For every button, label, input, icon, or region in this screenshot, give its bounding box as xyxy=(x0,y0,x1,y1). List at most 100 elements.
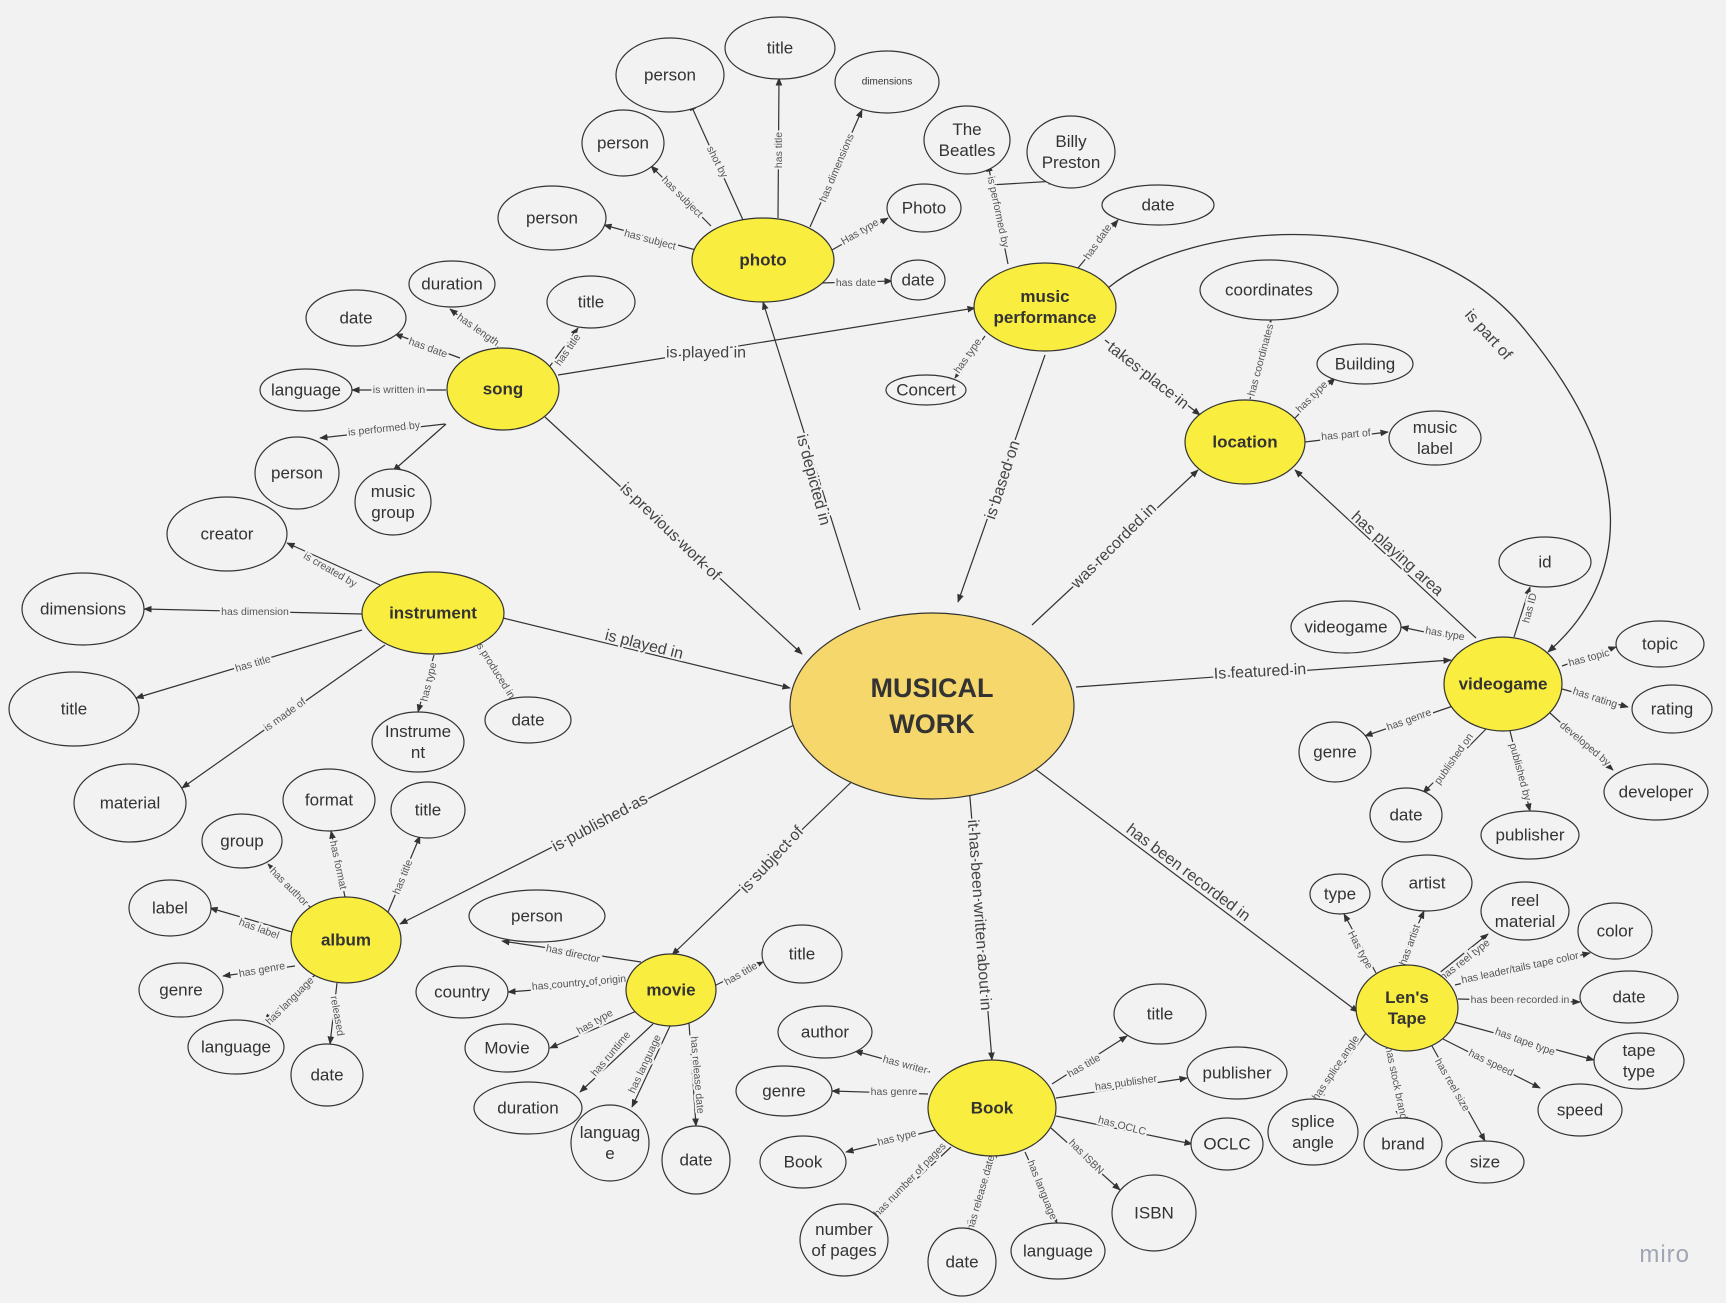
node-node-vg-topic[interactable]: topic xyxy=(1615,620,1705,668)
node-node-so-title[interactable]: title xyxy=(546,275,636,329)
node-node-lt-date[interactable]: date xyxy=(1579,970,1679,1024)
node-node-ph-title[interactable]: title xyxy=(724,16,836,80)
node-label: duration xyxy=(421,275,482,294)
node-node-bk-title[interactable]: title xyxy=(1113,983,1207,1045)
node-node-in-type[interactable]: Instrume nt xyxy=(371,711,465,773)
node-node-vg-date[interactable]: date xyxy=(1369,787,1443,843)
node-node-mo-language[interactable]: languag e xyxy=(570,1104,650,1182)
node-node-in-material[interactable]: material xyxy=(73,763,187,843)
node-node-ph-person1[interactable]: person xyxy=(615,37,725,113)
hub-node-lens-tape[interactable]: Len's Tape xyxy=(1355,964,1459,1052)
node-node-mo-country[interactable]: country xyxy=(415,965,509,1019)
node-node-shape xyxy=(290,1043,364,1107)
node-node-ph-person2[interactable]: person xyxy=(581,109,665,177)
center-node-musical-work[interactable]: MUSICAL WORK xyxy=(789,612,1075,800)
node-node-al-group[interactable]: group xyxy=(201,813,283,869)
node-node-lt-reel[interactable]: reel material xyxy=(1480,881,1570,941)
node-node-ph-type[interactable]: Photo xyxy=(886,183,962,233)
node-node-bk-pages[interactable]: number of pages xyxy=(799,1203,889,1277)
node-node-mp-beatles[interactable]: The Beatles xyxy=(923,105,1011,175)
node-node-in-creator[interactable]: creator xyxy=(166,496,288,572)
node-node-ph-person3[interactable]: person xyxy=(497,185,607,251)
hub-node-movie[interactable]: movie xyxy=(625,953,717,1027)
hub-node-videogame[interactable]: videogame xyxy=(1443,636,1563,732)
edge-song-to-so-date xyxy=(394,333,461,359)
node-label: Preston xyxy=(1042,153,1101,172)
node-node-so-person[interactable]: person xyxy=(254,436,340,510)
node-node-al-format[interactable]: format xyxy=(282,768,376,832)
node-node-mo-person[interactable]: person xyxy=(468,889,606,943)
node-label: id xyxy=(1538,553,1551,572)
node-node-so-date[interactable]: date xyxy=(305,289,407,347)
node-label: e xyxy=(605,1144,614,1163)
edge-videogame-to-vg-genre xyxy=(1364,704,1457,737)
node-node-bk-date[interactable]: date xyxy=(927,1227,997,1297)
node-label: languag xyxy=(580,1123,641,1142)
node-node-so-language[interactable]: language xyxy=(259,368,353,412)
node-node-lt-artist[interactable]: artist xyxy=(1381,854,1473,912)
node-node-bk-isbn[interactable]: ISBN xyxy=(1111,1174,1197,1252)
node-node-lt-color[interactable]: color xyxy=(1577,902,1653,960)
node-node-bk-author[interactable]: author xyxy=(777,1005,873,1059)
node-node-mo-duration[interactable]: duration xyxy=(473,1081,583,1135)
node-node-bk-type[interactable]: Book xyxy=(759,1135,847,1189)
node-node-bk-genre[interactable]: genre xyxy=(735,1065,833,1117)
node-node-ph-dimensions[interactable]: dimensions xyxy=(834,50,940,114)
node-node-al-date[interactable]: date xyxy=(290,1043,364,1107)
hub-node-book[interactable]: Book xyxy=(927,1059,1057,1157)
node-node-bk-ocl[interactable]: OCLC xyxy=(1190,1117,1264,1171)
node-node-shape xyxy=(1480,810,1580,860)
hub-node-song[interactable]: song xyxy=(446,347,560,431)
node-label: number xyxy=(815,1220,873,1239)
hub-node-photo[interactable]: photo xyxy=(691,217,835,303)
node-node-lt-type[interactable]: type xyxy=(1309,873,1371,915)
node-node-lt-size[interactable]: size xyxy=(1445,1140,1525,1184)
node-node-mp-concert[interactable]: Concert xyxy=(885,374,967,406)
hub-node-music-performance[interactable]: music performance xyxy=(973,262,1117,352)
node-node-so-duration[interactable]: duration xyxy=(408,260,496,308)
node-node-in-dimensions[interactable]: dimensions xyxy=(21,572,145,646)
node-node-mp-date[interactable]: date xyxy=(1101,184,1215,226)
node-node-mo-title[interactable]: title xyxy=(761,924,843,984)
node-label: title xyxy=(415,801,441,820)
node-node-in-title[interactable]: title xyxy=(8,671,140,747)
node-node-vg-publisher[interactable]: publisher xyxy=(1480,810,1580,860)
node-node-mp-billy[interactable]: Billy Preston xyxy=(1026,115,1116,189)
node-label: publisher xyxy=(1203,1064,1272,1083)
node-node-bk-language[interactable]: language xyxy=(1010,1222,1106,1280)
node-node-al-title[interactable]: title xyxy=(390,781,466,839)
node-node-so-group[interactable]: music group xyxy=(354,468,432,536)
node-node-lt-speed[interactable]: speed xyxy=(1537,1083,1623,1137)
node-node-vg-type[interactable]: videogame xyxy=(1290,600,1402,654)
node-node-mo-date[interactable]: date xyxy=(661,1125,731,1195)
node-node-al-genre[interactable]: genre xyxy=(138,962,224,1018)
node-node-bk-publisher[interactable]: publisher xyxy=(1186,1046,1288,1100)
node-node-lt-splice[interactable]: splice angle xyxy=(1267,1098,1359,1166)
node-label: material xyxy=(1495,912,1555,931)
edge-label-song-to-musical-work: is previous work of xyxy=(616,480,724,585)
node-node-lo-coords[interactable]: coordinates xyxy=(1199,259,1339,321)
node-label: splice xyxy=(1291,1112,1334,1131)
center-node-shape xyxy=(789,612,1075,800)
node-node-mo-type[interactable]: Movie xyxy=(464,1023,550,1073)
node-node-shape xyxy=(1186,1046,1288,1100)
edge-label-movie-to-mo-duration: has runtime xyxy=(589,1029,634,1079)
node-node-al-label[interactable]: label xyxy=(128,879,212,937)
node-node-vg-id[interactable]: id xyxy=(1498,536,1592,588)
node-node-ph-date[interactable]: date xyxy=(890,259,946,301)
node-node-lt-tapetype[interactable]: tape type xyxy=(1593,1032,1685,1090)
hub-node-instrument[interactable]: instrument xyxy=(361,571,505,655)
edge-videogame-to-location xyxy=(1294,469,1477,639)
node-node-al-language[interactable]: language xyxy=(187,1019,285,1075)
node-node-vg-developer[interactable]: developer xyxy=(1603,763,1709,821)
edge-photo-to-ph-person2 xyxy=(650,165,712,227)
node-node-lo-building[interactable]: Building xyxy=(1316,343,1414,385)
hub-node-album[interactable]: album xyxy=(290,896,402,984)
node-node-lo-label[interactable]: music label xyxy=(1388,410,1482,466)
edge-label-videogame-to-vg-publisher: published by xyxy=(1507,742,1534,803)
node-node-vg-rating[interactable]: rating xyxy=(1631,684,1713,734)
node-node-vg-genre[interactable]: genre xyxy=(1298,721,1372,783)
node-node-lt-brand[interactable]: brand xyxy=(1363,1117,1443,1171)
node-node-in-date[interactable]: date xyxy=(484,696,572,744)
hub-node-location[interactable]: location xyxy=(1184,399,1306,485)
